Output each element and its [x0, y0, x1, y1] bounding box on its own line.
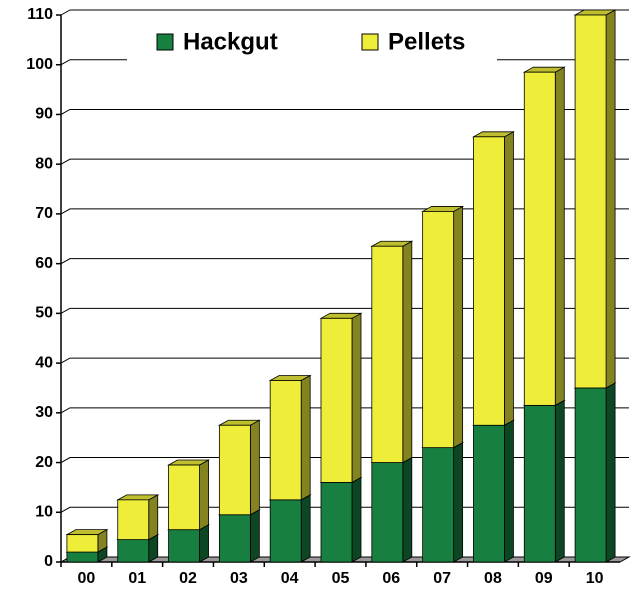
y-tick-label: 70 — [35, 205, 53, 222]
legend-swatch — [156, 33, 174, 51]
bar-front — [422, 211, 455, 449]
x-tick-label: 05 — [332, 570, 350, 587]
bar-front — [473, 136, 505, 426]
bar-segment — [471, 419, 515, 563]
bar-side — [249, 419, 260, 516]
bar-front — [218, 424, 251, 516]
bar-segment — [217, 509, 261, 563]
bar-side — [554, 66, 565, 407]
bar-front — [66, 551, 99, 563]
bar-side — [402, 240, 413, 464]
bar-segment — [116, 494, 160, 541]
bar-front — [574, 14, 607, 389]
bar-segment — [370, 456, 414, 563]
legend: Hackgut Pellets — [127, 22, 497, 62]
x-tick-label: 09 — [535, 570, 553, 587]
bar-side — [504, 419, 514, 563]
x-tick-label: 08 — [484, 570, 502, 587]
bar-side — [300, 494, 311, 563]
bar-front — [218, 514, 251, 563]
y-tick-label: 80 — [35, 155, 53, 172]
y-tick-label: 40 — [35, 354, 53, 371]
x-tick-label: 00 — [78, 570, 96, 587]
bar-segment — [522, 66, 566, 407]
bar-front — [320, 317, 353, 483]
y-tick-label: 110 — [27, 6, 53, 23]
bar-segment — [573, 9, 617, 389]
bar-segment — [421, 205, 465, 449]
bar-front — [168, 529, 200, 563]
x-tick-label: 07 — [433, 570, 451, 587]
bar-segment — [573, 382, 617, 563]
x-tick-label: 10 — [586, 570, 604, 587]
x-tick-label: 02 — [179, 570, 197, 587]
legend-swatch — [361, 33, 379, 51]
bar-side — [554, 399, 565, 563]
bar-side — [199, 459, 209, 531]
bar-front — [371, 245, 404, 463]
bar-side — [605, 9, 616, 389]
bar-front — [117, 499, 150, 541]
bar-side — [148, 494, 159, 541]
x-tick-label: 06 — [382, 570, 400, 587]
bar-side — [504, 131, 514, 426]
y-tick-label: 30 — [35, 404, 53, 421]
x-tick-label: 01 — [128, 570, 146, 587]
x-tick-label: 04 — [281, 570, 299, 587]
bar-side — [351, 476, 362, 563]
y-tick-label: 10 — [35, 503, 53, 520]
grid-line — [60, 9, 629, 16]
y-tick-label: 20 — [35, 454, 53, 471]
bar-segment — [268, 374, 312, 501]
legend-label: Hackgut — [183, 28, 278, 55]
bar-front — [168, 464, 200, 531]
y-tick-label: 60 — [35, 255, 53, 272]
bar-side — [453, 205, 464, 449]
bar-segment — [370, 240, 414, 464]
bar-side — [300, 374, 311, 501]
bar-segment — [522, 399, 566, 563]
legend-box — [127, 22, 497, 62]
bar-side — [351, 312, 362, 484]
y-tick-label: 0 — [44, 553, 53, 570]
bar-front — [117, 539, 150, 563]
bar-side — [453, 441, 464, 563]
bar-front — [371, 462, 404, 563]
bar-side — [249, 509, 260, 563]
bar-front — [269, 499, 302, 563]
grid-line — [60, 108, 629, 115]
bar-front — [320, 482, 353, 563]
bar-segment — [471, 131, 515, 426]
bar-segment — [167, 523, 211, 563]
bar-front — [574, 387, 607, 563]
y-tick-label: 90 — [35, 106, 53, 123]
grid-line — [60, 158, 629, 165]
bar-side — [199, 523, 209, 563]
bar-segment — [319, 312, 363, 484]
bar-front — [269, 380, 302, 501]
bar-side — [402, 456, 413, 563]
y-tick-label: 100 — [26, 56, 53, 73]
bar-segment — [217, 419, 261, 516]
bar-side — [605, 382, 616, 563]
bar-segment — [167, 459, 211, 531]
bar-segment — [65, 528, 109, 553]
bar-front — [523, 71, 556, 406]
y-tick-label: 50 — [35, 305, 53, 322]
x-tick-label: 03 — [230, 570, 248, 587]
bar-segment — [319, 476, 363, 563]
bar-front — [523, 404, 556, 563]
bar-front — [473, 424, 505, 563]
bar-segment — [268, 494, 312, 563]
bar-segment — [421, 441, 465, 563]
bar-front — [66, 534, 99, 553]
bar-front — [422, 447, 455, 563]
legend-label: Pellets — [388, 28, 465, 55]
